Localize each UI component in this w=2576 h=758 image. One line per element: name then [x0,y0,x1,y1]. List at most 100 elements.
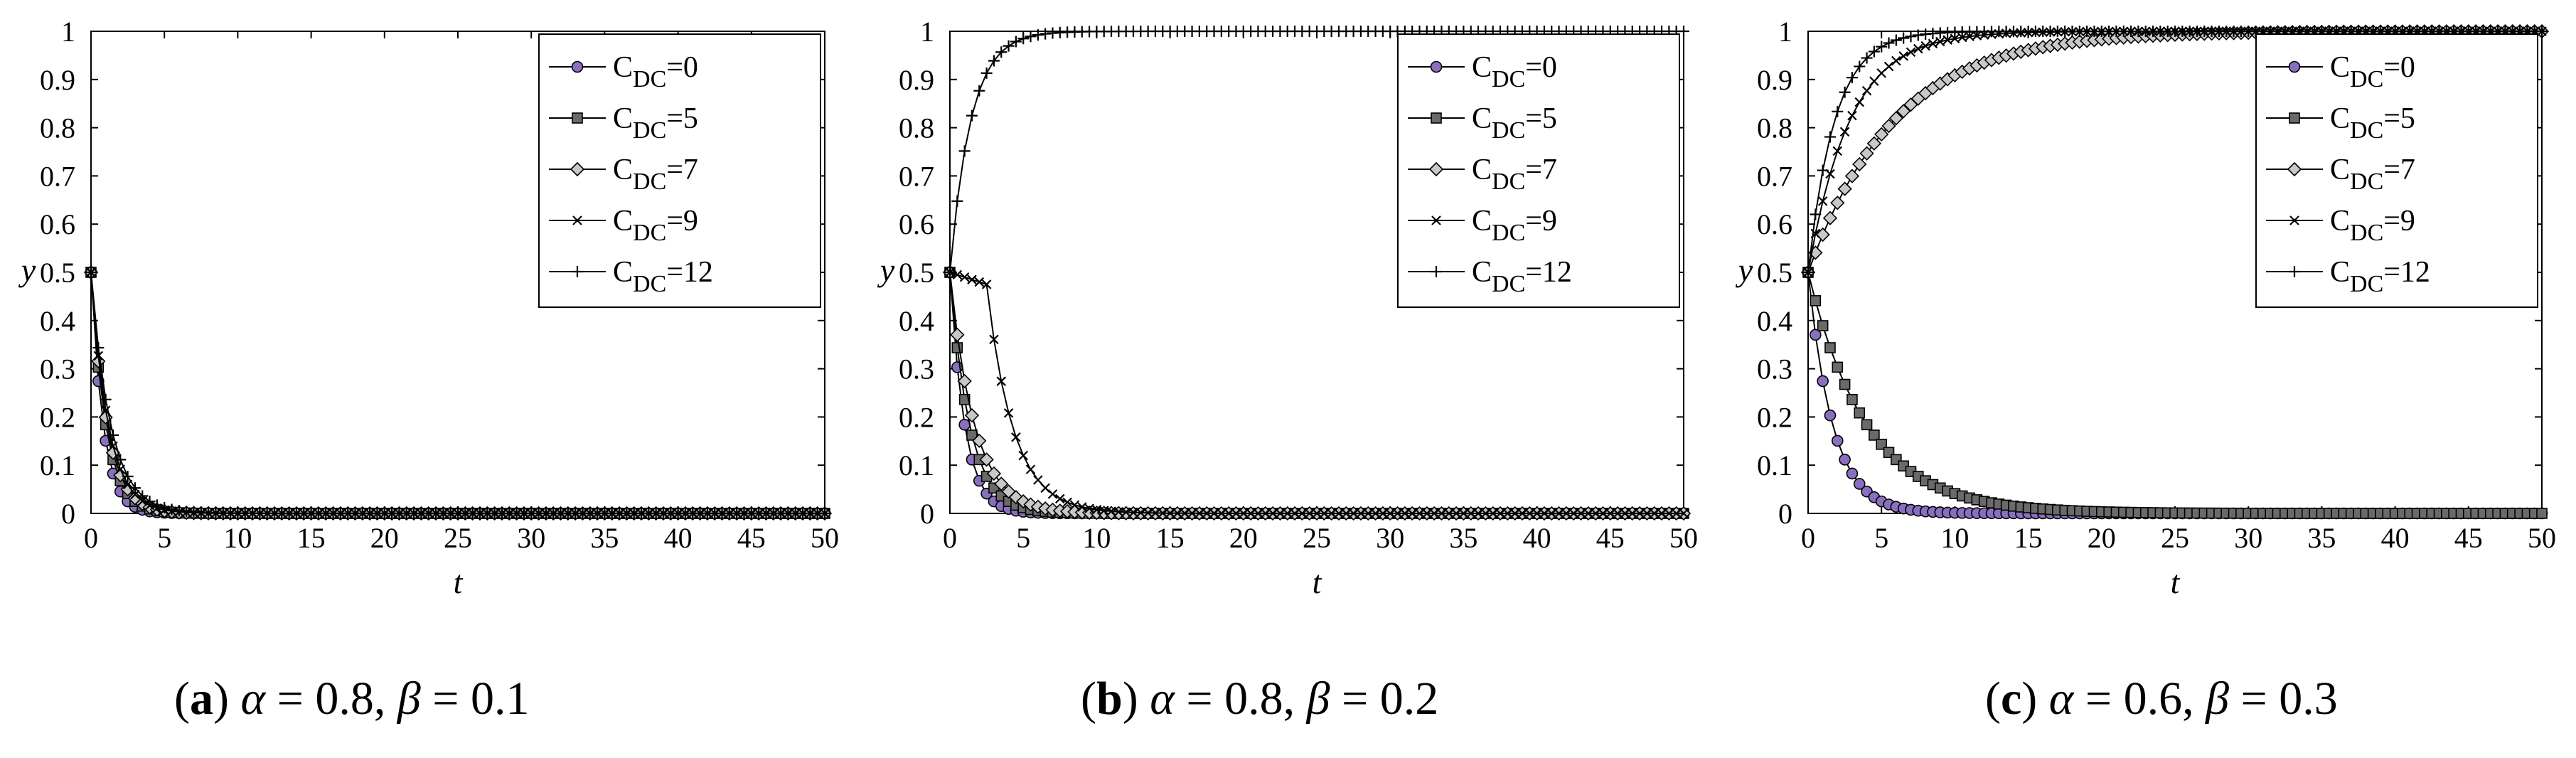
point-b-3-57 [1363,508,1374,518]
x-tick-label-a-2: 10 [223,522,252,554]
point-c-4-2 [1817,164,1829,176]
point-c-3-11 [1883,61,1894,72]
y-tick-label-a-1: 0.1 [40,449,75,481]
point-c-1-9 [1869,429,1880,441]
point-b-3-53 [1334,508,1344,518]
caption-a-alpha: 0.8 [315,673,374,725]
point-b-4-2 [958,145,971,157]
y-tick-label-b-10: 1 [920,16,934,48]
point-b-4-11 [1025,31,1037,43]
x-tick-label-c-3: 15 [2014,522,2043,554]
point-b-3-6 [989,334,999,345]
point-a-4-9 [151,499,163,511]
point-c-2-8 [1859,146,1874,161]
point-c-2-3 [1822,210,1838,225]
point-b-3-49 [1304,508,1315,518]
legend-marker-b-4 [1431,266,1442,277]
x-tick-label-a-9: 45 [737,522,766,554]
point-b-2-4 [972,433,987,449]
point-c-0-4 [1831,434,1844,447]
point-b-3-45 [1275,508,1286,518]
legend-marker-a-0 [571,60,584,73]
point-b-3-36 [1209,508,1219,518]
legend-marker-b-0 [1430,60,1443,73]
point-b-3-62 [1400,508,1410,518]
x-tick-label-c-1: 5 [1874,522,1888,554]
point-b-2-6 [986,466,1002,481]
y-tick-label-c-5: 0.5 [1757,257,1792,289]
point-b-4-12 [1032,29,1044,41]
y-tick-label-c-1: 0.1 [1757,449,1792,481]
caption-b-beta: 0.2 [1379,673,1439,725]
legend-marker-c-0 [2288,60,2301,73]
y-tick-label-c-0: 0 [1778,498,1792,530]
caption-c: (c) α = 0.6, β = 0.3 [1985,673,2338,725]
caption-c-alpha: 0.6 [2123,673,2183,725]
caption-b-label: b [1096,673,1123,725]
point-c-2-6 [1844,169,1860,183]
point-a-4-6 [129,482,141,494]
point-c-3-15 [1913,43,1923,54]
point-b-3-8 [1003,408,1014,418]
x-tick-label-a-10: 50 [811,522,839,554]
x-tick-label-a-8: 40 [664,522,693,554]
panel-b: 0 5 10 15 20 25 30 35 40 45 50 0 0.1 0.2 0.3 0.4 0.5 0.6 0… [859,0,1717,758]
x-tick-label-a-7: 35 [590,522,619,554]
legend-b [1397,33,1680,308]
point-b-3-93 [1627,508,1637,518]
point-c-3-7 [1854,97,1865,107]
point-b-1-2 [958,394,971,405]
point-c-4-9 [1868,46,1880,58]
y-axis-label-a: y [18,252,36,288]
point-c-4-3 [1824,131,1836,143]
point-a-4-10 [159,502,171,514]
point-c-1-4 [1832,361,1844,373]
point-c-1-8 [1861,419,1873,431]
point-a-4-2 [100,393,112,405]
point-b-3-97 [1657,508,1667,518]
point-c-0-1 [1810,329,1822,341]
caption-a-label: a [189,673,213,725]
legend-label-a-0: CDC=0 [613,51,698,92]
point-b-3-7 [996,376,1007,386]
point-b-3-96 [1649,508,1660,518]
point-b-3-10 [1018,450,1028,461]
x-tick-label-c-4: 20 [2088,522,2116,554]
point-c-1-5 [1839,378,1851,390]
legend-marker-b-2 [1428,161,1444,177]
point-b-3-64 [1414,508,1425,518]
point-b-4-5 [980,67,993,79]
point-a-4-4 [114,454,127,466]
point-c-2-5 [1837,181,1852,196]
point-b-3-90 [1605,508,1615,518]
point-c-2-9 [1866,136,1882,151]
point-b-3-98 [1664,508,1674,518]
caption-a-beta: 0.1 [470,673,530,725]
point-c-0-3 [1824,409,1837,422]
y-axis-label-c: y [1736,252,1753,288]
point-b-3-23 [1113,506,1124,517]
point-a-3-1 [93,351,104,361]
legend-label-a-4: CDC=12 [613,256,713,297]
legend-label-b-1: CDC=5 [1472,102,1557,144]
point-b-3-37 [1217,508,1226,518]
point-b-3-38 [1224,508,1234,518]
point-b-3-75 [1495,508,1505,518]
point-b-3-35 [1202,508,1212,518]
point-c-4-10 [1876,41,1888,53]
point-c-1-2 [1817,320,1829,331]
x-tick-label-b-1: 5 [1016,522,1030,554]
point-c-2-12 [1888,111,1903,126]
point-b-3-86 [1576,508,1586,518]
caption-a: (a) α = 0.8, β = 0.1 [174,673,530,725]
y-tick-label-a-8: 0.8 [40,112,75,144]
point-b-3-52 [1326,508,1337,518]
point-a-4-5 [122,471,134,483]
point-b-3-80 [1532,508,1542,518]
legend-marker-a-2 [570,161,585,177]
point-b-4-4 [973,85,985,97]
y-tick-label-c-2: 0.2 [1757,401,1792,433]
point-c-3-8 [1861,85,1872,96]
legend-label-b-4: CDC=12 [1472,256,1572,297]
